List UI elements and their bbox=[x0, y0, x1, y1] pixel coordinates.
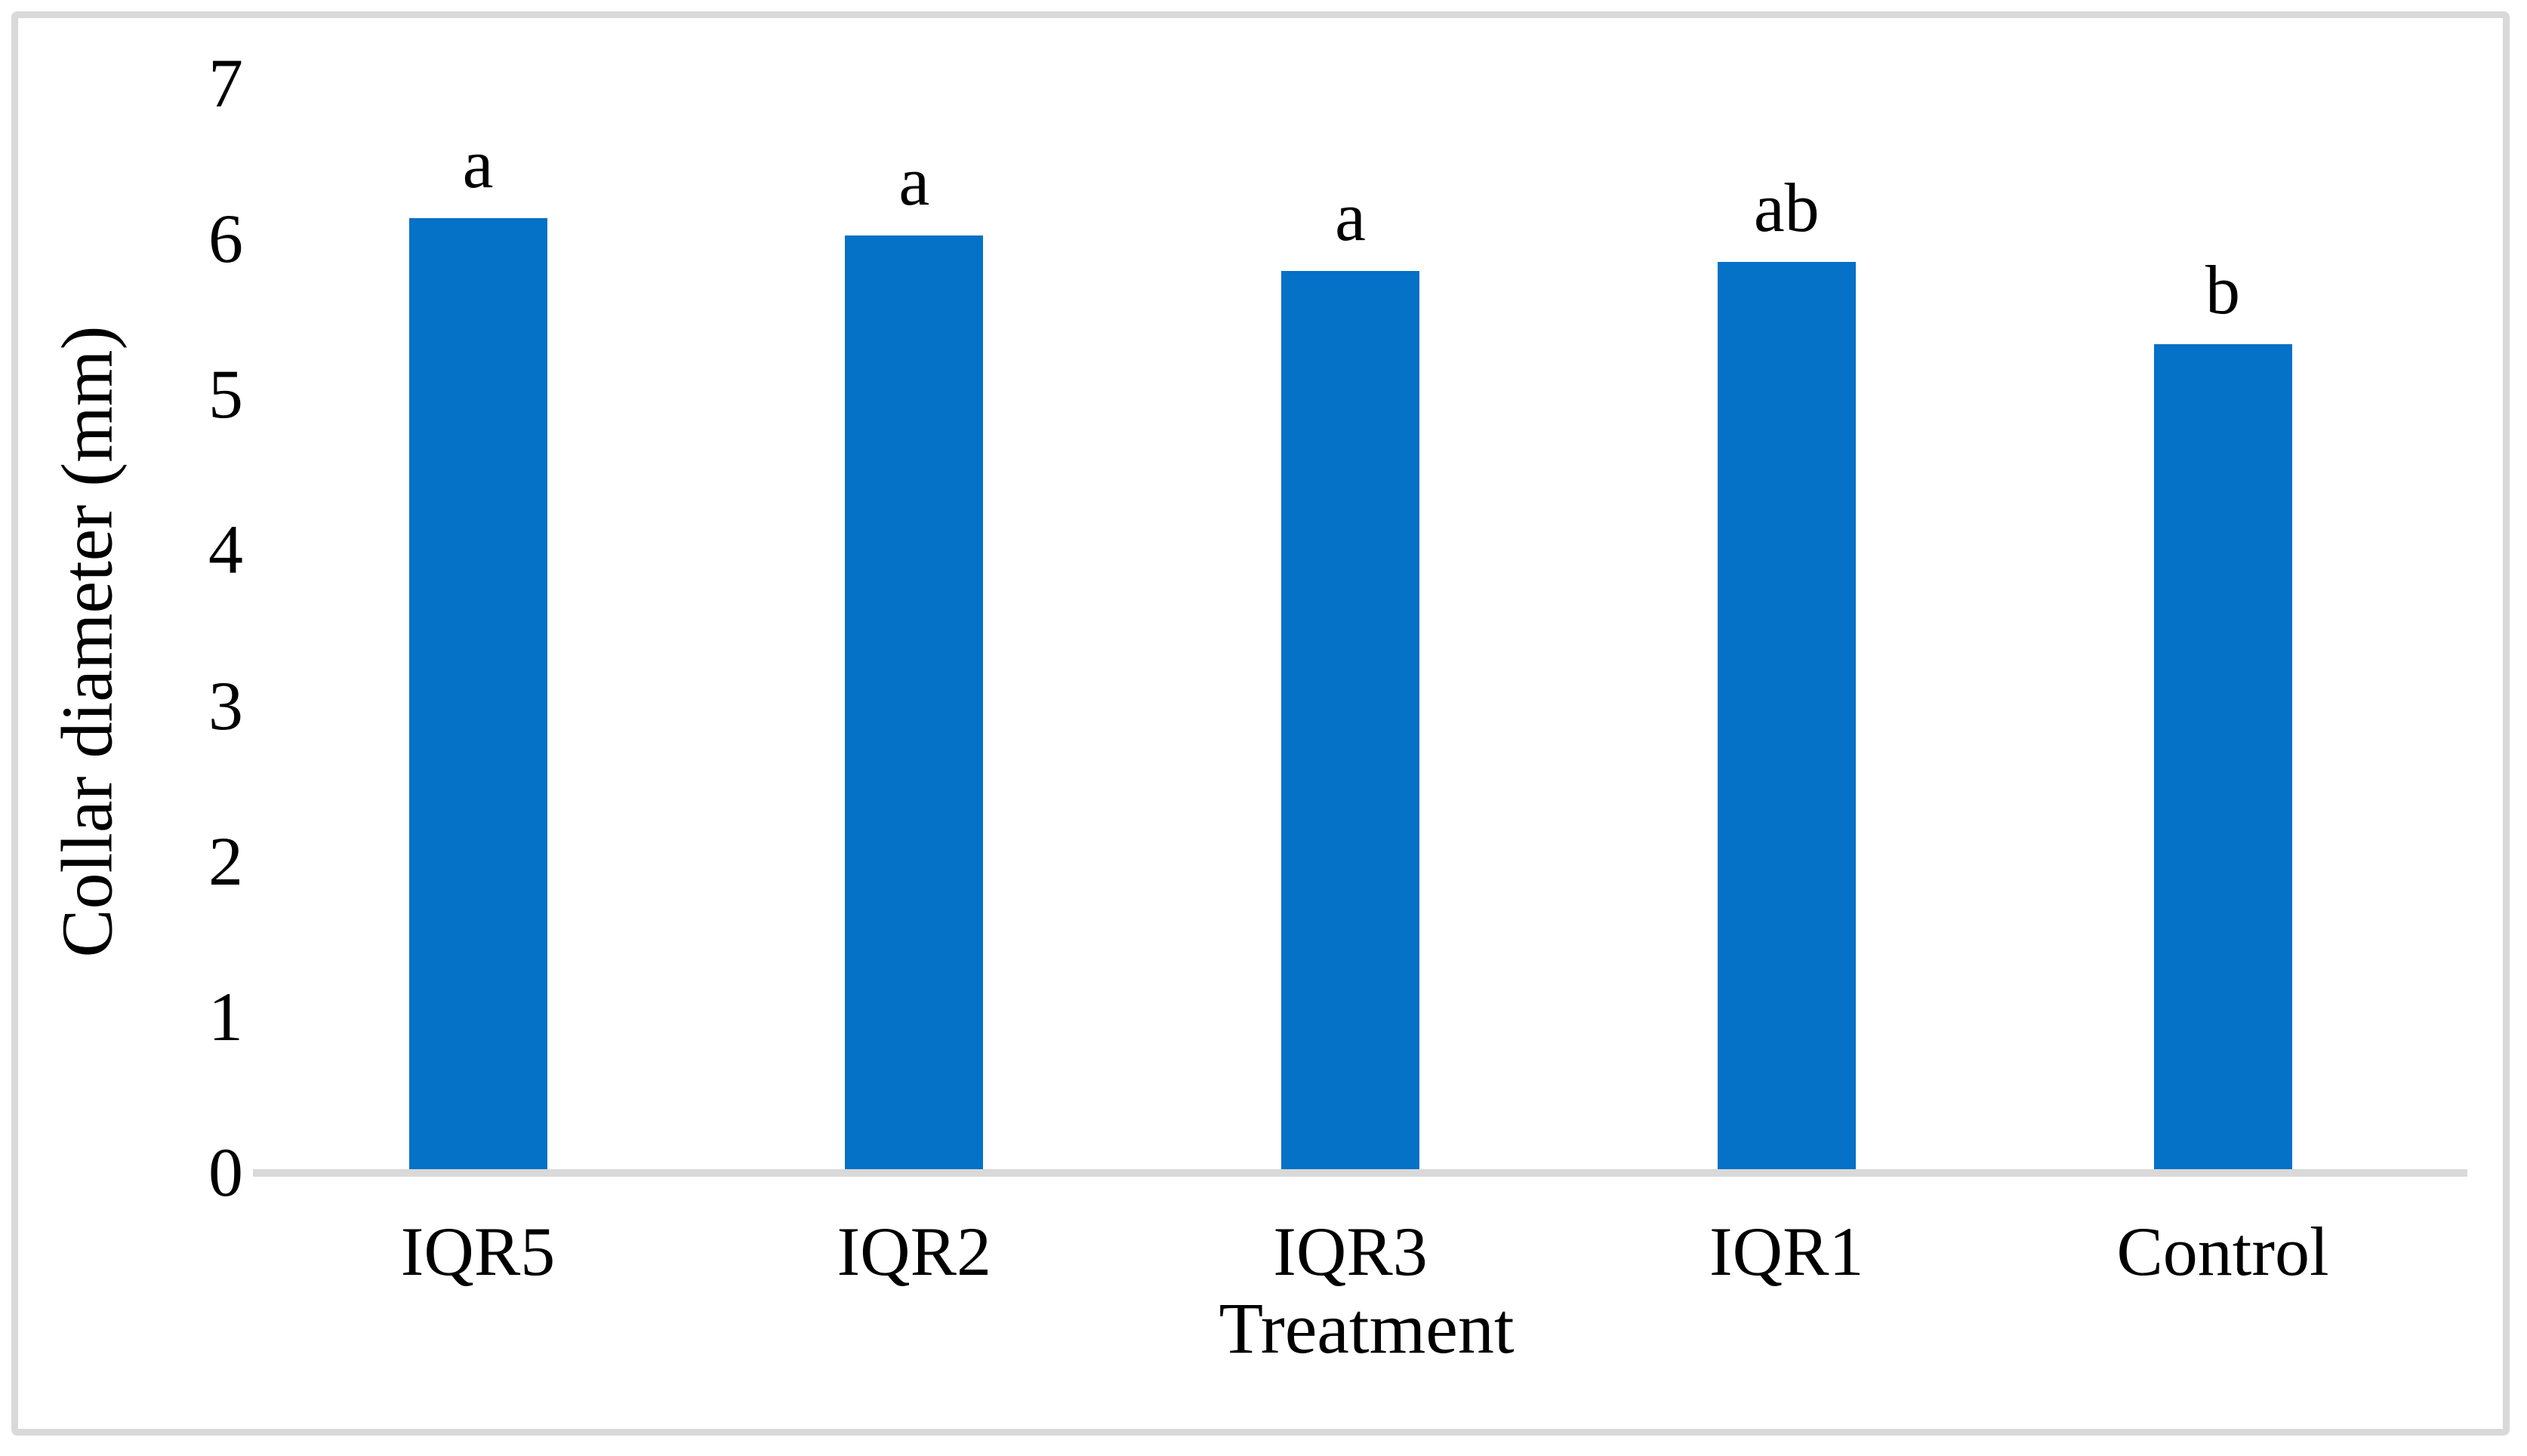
y-tick-label-3: 3 bbox=[208, 666, 243, 744]
significance-letter-iqr5: a bbox=[462, 125, 494, 203]
significance-letter-control: b bbox=[2205, 251, 2240, 329]
bar-iqr5 bbox=[408, 218, 547, 1172]
y-tick-label-4: 4 bbox=[208, 511, 243, 589]
y-tick-label-7: 7 bbox=[208, 45, 243, 122]
significance-letter-iqr1: ab bbox=[1753, 169, 1820, 247]
y-tick-label-1: 1 bbox=[208, 977, 243, 1055]
x-category-label-iqr1: IQR1 bbox=[1709, 1213, 1864, 1290]
y-tick-label-0: 0 bbox=[208, 1134, 243, 1211]
x-category-label-control: Control bbox=[2116, 1213, 2329, 1290]
x-axis-title: Treatment bbox=[1219, 1288, 1515, 1368]
x-axis-line bbox=[253, 1169, 2467, 1177]
y-tick-label-2: 2 bbox=[208, 822, 243, 900]
x-category-label-iqr5: IQR5 bbox=[400, 1213, 556, 1290]
bar-iqr1 bbox=[1717, 262, 1856, 1172]
x-category-label-iqr2: IQR2 bbox=[837, 1213, 991, 1290]
x-category-label-iqr3: IQR3 bbox=[1273, 1213, 1428, 1290]
y-tick-label-6: 6 bbox=[208, 200, 243, 278]
bar-iqr3 bbox=[1281, 271, 1419, 1172]
significance-letter-iqr3: a bbox=[1335, 178, 1366, 256]
bar-iqr2 bbox=[845, 235, 984, 1172]
y-tick-label-5: 5 bbox=[208, 356, 243, 433]
significance-letter-iqr2: a bbox=[898, 143, 930, 220]
bar-control bbox=[2153, 344, 2292, 1172]
